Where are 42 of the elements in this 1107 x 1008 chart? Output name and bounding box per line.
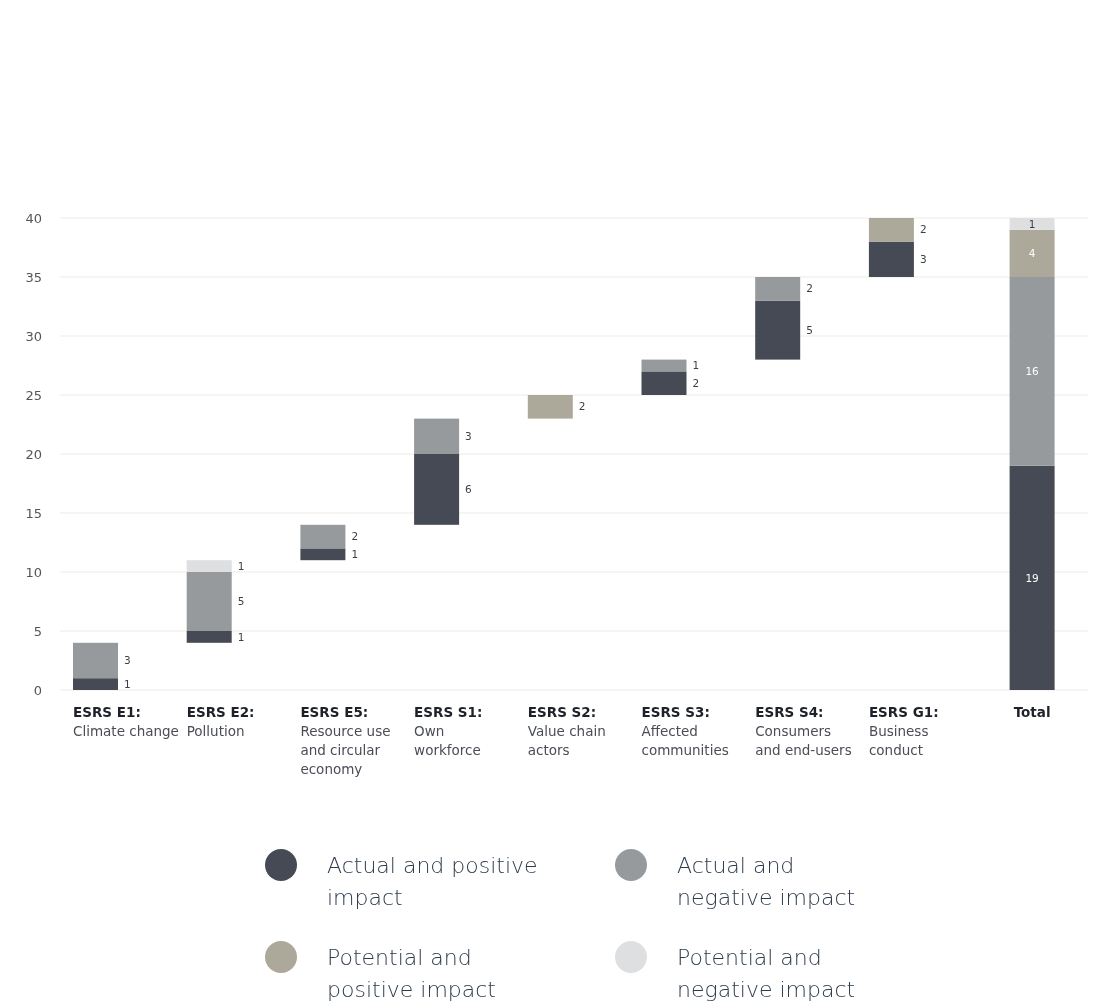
data-label: 1 [237, 559, 245, 572]
y-tick-label: 25 [25, 387, 42, 403]
data-label: 1 [351, 547, 359, 560]
y-tick-label: 35 [25, 269, 42, 285]
legend-label: Actual and negative impact [677, 853, 856, 910]
y-tick-label: 10 [25, 564, 42, 580]
data-label: 3 [124, 654, 131, 667]
x-tick-label: ESRS S4: Consumers and end-users [755, 704, 852, 758]
y-tick-label: 0 [33, 682, 42, 698]
legend-label: Actual and positive impact [327, 853, 538, 910]
legend-label: Potential and positive impact [327, 945, 496, 1002]
data-label: 2 [919, 223, 927, 236]
data-label: 1 [1028, 217, 1036, 230]
y-tick-label: 5 [33, 623, 42, 639]
data-label: 5 [237, 595, 245, 608]
y-tick-label: 40 [25, 210, 42, 226]
data-label: 19 [1025, 571, 1039, 584]
x-tick-label: ESRS E5: Resource use and circular economy [300, 704, 391, 777]
data-label: 2 [351, 530, 359, 543]
data-label: 1 [237, 630, 245, 643]
data-label: 1 [124, 677, 131, 690]
x-tick-label: ESRS G1: Business conduct [868, 704, 939, 758]
x-tick-label: ESRS S2: Value chain actors [527, 704, 606, 758]
data-label: 16 [1025, 365, 1040, 378]
x-tick-label: ESRS E2: Pollution [186, 704, 255, 739]
data-label: 1 [692, 359, 700, 372]
data-label: 3 [919, 252, 927, 265]
x-tick-label: ESRS S3: Affected communities [641, 704, 729, 758]
x-tick-label: ESRS S1: Own workforce [414, 704, 483, 758]
y-tick-label: 15 [25, 505, 42, 521]
data-label: 2 [578, 400, 586, 413]
data-label: 2 [806, 282, 813, 295]
y-tick-label: 20 [25, 446, 42, 462]
y-tick-label: 30 [25, 328, 42, 344]
data-label: 6 [465, 483, 473, 496]
data-label: 5 [806, 323, 813, 336]
x-tick-label: Total [1013, 704, 1051, 720]
legend-label: Potential and negative impact [677, 945, 856, 1002]
data-label: 3 [465, 429, 472, 442]
x-tick-label: ESRS E1: Climate change [73, 704, 179, 739]
data-label: 2 [692, 376, 700, 389]
data-label: 4 [1028, 247, 1036, 260]
